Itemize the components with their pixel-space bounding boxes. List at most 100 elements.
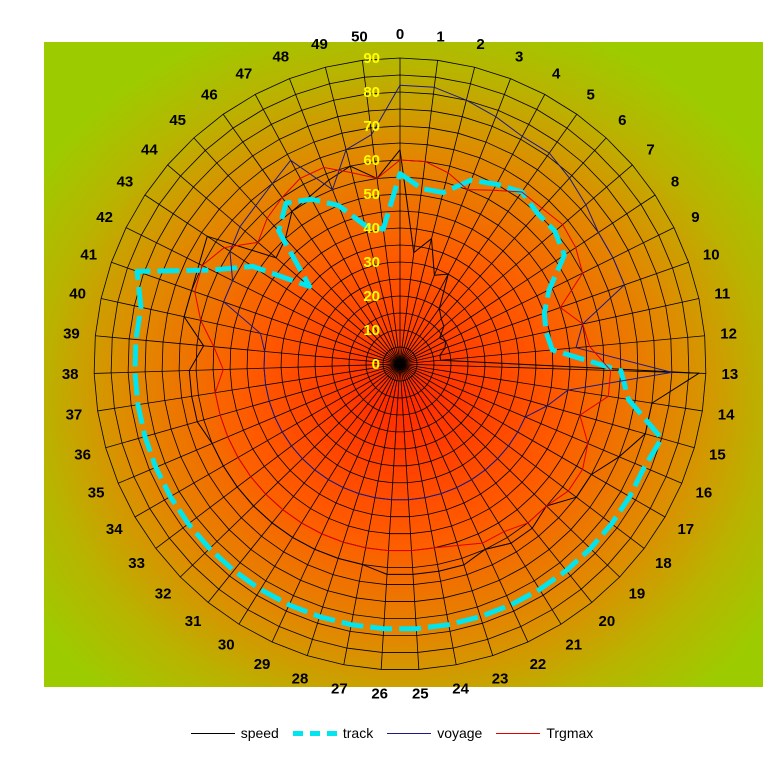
category-label: 7 bbox=[646, 141, 654, 158]
category-label: 20 bbox=[599, 613, 616, 630]
grid-spoke bbox=[180, 363, 401, 578]
grid-spoke bbox=[94, 363, 401, 374]
grid-spoke bbox=[100, 298, 401, 365]
category-label: 18 bbox=[655, 555, 672, 572]
grid-spoke bbox=[399, 67, 476, 365]
grid-spoke bbox=[289, 78, 401, 365]
grid-spoke bbox=[399, 60, 438, 365]
grid-ring bbox=[331, 295, 469, 433]
legend-label: voyage bbox=[437, 725, 483, 741]
category-label: 2 bbox=[476, 36, 484, 53]
grid-spoke bbox=[155, 363, 401, 549]
grid-spoke bbox=[380, 363, 401, 670]
legend-label: speed bbox=[240, 725, 279, 741]
category-label: 39 bbox=[63, 326, 80, 343]
category-label: 49 bbox=[311, 36, 328, 53]
grid-ring bbox=[365, 329, 435, 399]
grid-spoke bbox=[399, 298, 700, 365]
category-label: 6 bbox=[618, 112, 626, 129]
category-label: 17 bbox=[677, 521, 694, 538]
grid-spoke bbox=[306, 363, 401, 656]
category-label: 43 bbox=[117, 174, 134, 191]
category-label: 21 bbox=[565, 637, 582, 654]
radial-tick-label: 90 bbox=[363, 50, 380, 67]
radial-tick-label: 10 bbox=[363, 322, 380, 339]
grid-spoke bbox=[343, 363, 401, 665]
grid-ring bbox=[144, 108, 656, 619]
grid-spoke bbox=[324, 67, 401, 365]
category-label: 13 bbox=[721, 366, 738, 383]
category-label: 5 bbox=[586, 87, 594, 104]
category-labels: 0 1 23456789101112131415161718192021222324… bbox=[62, 26, 738, 702]
radial-tick-label: 40 bbox=[363, 220, 380, 237]
grid-spoke bbox=[193, 137, 401, 365]
grid-ring bbox=[195, 159, 605, 569]
grid-spoke bbox=[144, 194, 401, 365]
category-label: 22 bbox=[530, 656, 547, 673]
grid-spoke bbox=[125, 227, 401, 365]
grid-ring bbox=[127, 91, 673, 636]
category-label: 35 bbox=[88, 485, 105, 502]
category-label: 15 bbox=[709, 446, 726, 463]
category-label: 33 bbox=[128, 555, 145, 572]
grid-spoke bbox=[105, 363, 401, 449]
category-label: 45 bbox=[169, 112, 186, 129]
category-label: 14 bbox=[718, 407, 735, 424]
grid-spoke bbox=[167, 164, 401, 365]
grid-spoke bbox=[399, 363, 529, 643]
legend-item-speed: speed bbox=[190, 725, 279, 741]
radial-tick-label: 60 bbox=[363, 152, 380, 169]
category-label: 0 bbox=[396, 26, 404, 43]
category-label: 30 bbox=[218, 637, 235, 654]
category-label: 10 bbox=[703, 246, 720, 263]
grid-spoke bbox=[95, 335, 401, 365]
series-line-trgmax bbox=[194, 159, 612, 552]
legend-item-voyage: voyage bbox=[387, 725, 482, 741]
radial-tick-labels: 0 10 20 30 40 50 60 70 80 90 bbox=[363, 50, 380, 373]
category-label: 19 bbox=[629, 586, 646, 603]
grid-spoke bbox=[134, 363, 401, 518]
category-label: 9 bbox=[691, 209, 699, 226]
grid-spoke bbox=[271, 363, 401, 643]
grid-spoke bbox=[399, 194, 656, 365]
category-label: 38 bbox=[62, 366, 79, 383]
category-label: 24 bbox=[452, 680, 469, 697]
category-label: 11 bbox=[714, 285, 730, 302]
grid-spoke bbox=[399, 78, 511, 365]
radial-tick-label: 70 bbox=[363, 118, 380, 135]
grid-ring bbox=[110, 74, 690, 653]
radial-tick-label: 30 bbox=[363, 254, 380, 271]
category-label: 12 bbox=[720, 326, 737, 343]
grid-spoke bbox=[399, 114, 578, 365]
legend: speed track voyage Trgmax bbox=[0, 722, 784, 744]
grid-spoke bbox=[254, 94, 401, 365]
category-label: 4 bbox=[552, 65, 561, 82]
grid-spoke bbox=[399, 363, 420, 670]
category-label: 25 bbox=[412, 685, 429, 702]
grid-ring bbox=[178, 142, 622, 585]
grid-spoke bbox=[97, 363, 401, 412]
grid-spoke bbox=[399, 363, 457, 665]
grid-spoke bbox=[399, 363, 593, 603]
category-label: 46 bbox=[201, 87, 218, 104]
legend-label: Trgmax bbox=[546, 725, 594, 741]
grid-ring bbox=[297, 261, 503, 467]
radial-tick-label: 50 bbox=[363, 186, 380, 203]
series-line-voyage bbox=[223, 84, 673, 501]
category-label: 32 bbox=[155, 586, 172, 603]
grid-spoke bbox=[399, 137, 607, 365]
category-label: 28 bbox=[292, 670, 309, 687]
category-label: 3 bbox=[515, 48, 523, 65]
category-label: 31 bbox=[185, 613, 202, 630]
category-label: 27 bbox=[331, 680, 348, 697]
grid-spoke bbox=[222, 114, 401, 365]
grid-ring bbox=[280, 244, 520, 484]
grid-spoke bbox=[207, 363, 401, 603]
legend-swatch bbox=[292, 730, 337, 736]
category-label: 41 bbox=[80, 246, 97, 263]
category-label: 29 bbox=[254, 656, 271, 673]
category-label: 34 bbox=[106, 521, 123, 538]
radial-tick-label: 0 bbox=[372, 356, 380, 373]
